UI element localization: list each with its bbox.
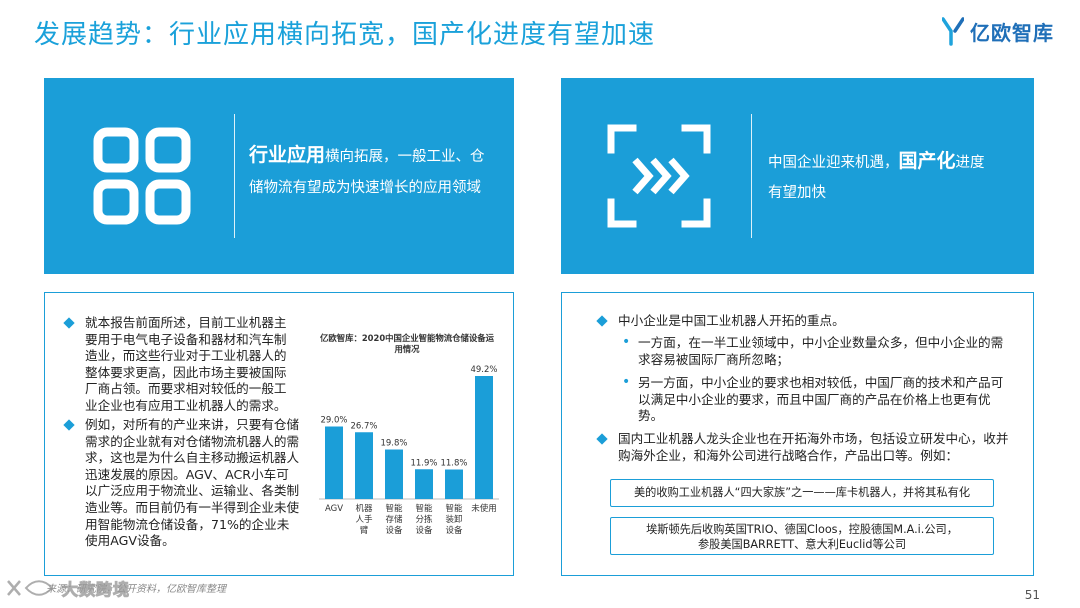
bullet-text: 例如，对所有的产业来讲，只要有仓储需求的企业就有对仓储物流机器人的需求，这也是为… bbox=[85, 417, 300, 549]
bullet-text: 就本报告前面所述，目前工业机器主要用于电气电子设备和器材和汽车制造业，而这些行业… bbox=[85, 315, 287, 413]
bullet-item: 就本报告前面所述，目前工业机器主要用于电气电子设备和器材和汽车制造业，而这些行业… bbox=[63, 315, 299, 415]
example-text-line: 埃斯顿先后收购英国TRIO、德国Cloos，控股德国M.A.i.公司， bbox=[646, 523, 958, 536]
dot-bullet-icon: • bbox=[622, 374, 631, 390]
dot-bullet-icon: • bbox=[622, 334, 631, 350]
hero-divider bbox=[234, 114, 235, 238]
right-content-panel: 中小企业是中国工业机器人开拓的重点。 • 一方面，在一半工业领域中，中小企业数量… bbox=[561, 292, 1034, 576]
hero-divider bbox=[751, 114, 752, 238]
sub-item: • 一方面，在一半工业领域中，中小企业数量众多，但中小企业的需求容易被国际厂商所… bbox=[622, 334, 1010, 368]
bar-value-label: 29.0% bbox=[320, 416, 347, 426]
example-text: 美的收购工业机器人“四大家族”之一——库卡机器人，并将其私有化 bbox=[633, 486, 971, 499]
category-label: 智能存储设备 bbox=[385, 503, 403, 536]
category-label: 未使用 bbox=[471, 503, 497, 514]
bullet-item: 中小企业是中国工业机器人开拓的重点。 bbox=[596, 313, 998, 330]
hero-body: 进度有望加快 bbox=[768, 155, 985, 201]
chart-bar bbox=[445, 469, 463, 499]
diamond-bullet-icon bbox=[63, 419, 75, 431]
hero-text: 行业应用横向拓展，一般工业、仓储物流有望成为快速增长的应用领域 bbox=[249, 140, 494, 204]
hero-lead: 中国企业迎来机遇， bbox=[768, 155, 899, 171]
diamond-bullet-icon bbox=[63, 317, 75, 329]
page-number: 51 bbox=[1024, 588, 1040, 602]
hero-card-localization: 中国企业迎来机遇，国产化进度有望加快 bbox=[561, 78, 1034, 274]
diamond-bullet-icon bbox=[596, 433, 608, 445]
hero-highlight: 国产化 bbox=[898, 150, 956, 172]
sub-item: • 另一方面，中小企业的要求也相对较低，中国厂商的技术和产品可以满足中小企业的要… bbox=[622, 374, 1010, 425]
watermark-logo-icon bbox=[7, 580, 54, 596]
logo: 亿欧智库 bbox=[942, 16, 1054, 46]
example-box-midea: 美的收购工业机器人“四大家族”之一——库卡机器人，并将其私有化 bbox=[610, 479, 994, 507]
sub-text: 另一方面，中小企业的要求也相对较低，中国厂商的技术和产品可以满足中小企业的要求，… bbox=[638, 375, 1004, 424]
watermark-text: 大数跨境 bbox=[61, 580, 131, 600]
bullet-text: 国内工业机器人龙头企业也在开拓海外市场，包括设立研发中心，收并购海外企业，和海外… bbox=[618, 431, 1009, 463]
diamond-bullet-icon bbox=[596, 315, 608, 327]
chart-bar bbox=[355, 432, 373, 499]
chevrons-right-icon bbox=[607, 124, 711, 228]
logo-text: 亿欧智库 bbox=[970, 20, 1054, 45]
bar-value-label: 19.8% bbox=[380, 439, 407, 449]
sub-text: 一方面，在一半工业领域中，中小企业数量众多，但中小企业的需求容易被国际厂商所忽略… bbox=[638, 335, 1004, 367]
example-text-line: 参股美国BARRETT、意大利Euclid等公司 bbox=[697, 538, 907, 551]
watermark: 大数跨境 bbox=[0, 576, 130, 600]
category-label: 智能分拣设备 bbox=[415, 503, 433, 536]
grid-apps-icon bbox=[93, 127, 191, 225]
bar-value-label: 26.7% bbox=[350, 421, 377, 431]
source-note: 来源：研究院，公开资料，亿欧智库整理 bbox=[46, 584, 226, 595]
bar-value-label: 11.8% bbox=[440, 459, 467, 469]
chart-bar bbox=[385, 449, 403, 499]
hero-text: 中国企业迎来机遇，国产化进度有望加快 bbox=[768, 146, 998, 208]
page-title: 发展趋势：行业应用横向拓宽，国产化进度有望加速 bbox=[34, 20, 656, 50]
yiou-logo-icon bbox=[942, 17, 964, 46]
hero-body: 横向拓展，一般工业、仓储物流有望成为快速增长的应用领域 bbox=[249, 149, 485, 196]
category-label: AGV bbox=[325, 504, 343, 514]
chart-bar bbox=[415, 469, 433, 499]
bar-value-label: 49.2% bbox=[470, 365, 497, 375]
chart-bar bbox=[325, 426, 343, 499]
example-box-estun: 埃斯顿先后收购英国TRIO、德国Cloos，控股德国M.A.i.公司， 参股美国… bbox=[610, 517, 994, 555]
chart-title: 亿欧智库：2020中国企业智能物流仓储设备运用情况 bbox=[319, 333, 495, 354]
category-label: 智能装卸设备 bbox=[445, 503, 463, 536]
bullet-item: 国内工业机器人龙头企业也在开拓海外市场，包括设立研发中心，收并购海外企业，和海外… bbox=[596, 431, 1010, 464]
bullet-text: 中小企业是中国工业机器人开拓的重点。 bbox=[618, 313, 845, 328]
chart-bar bbox=[475, 376, 493, 499]
bar-chart: 29.0% AGV 26.7% 机器人手臂 19.8% 智能存储设备 11.9% 智能分拣设备… bbox=[319, 365, 499, 536]
category-label: 机器人手臂 bbox=[355, 503, 373, 536]
hero-highlight: 行业应用 bbox=[249, 144, 326, 166]
bullet-item: 例如，对所有的产业来讲，只要有仓储需求的企业就有对仓储物流机器人的需求，这也是为… bbox=[63, 417, 301, 550]
bar-value-label: 11.9% bbox=[410, 458, 437, 468]
hero-card-industry: 行业应用横向拓展，一般工业、仓储物流有望成为快速增长的应用领域 bbox=[44, 78, 514, 274]
left-content-panel: 就本报告前面所述，目前工业机器主要用于电气电子设备和器材和汽车制造业，而这些行业… bbox=[44, 292, 514, 576]
